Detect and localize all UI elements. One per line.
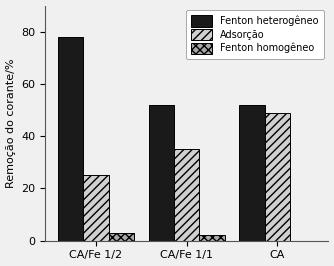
Bar <box>239 105 265 241</box>
Bar <box>174 149 199 241</box>
Bar <box>109 233 134 241</box>
Bar <box>199 235 225 241</box>
Bar <box>265 113 290 241</box>
Bar <box>149 105 174 241</box>
Bar <box>83 175 109 241</box>
Legend: Fenton heterogêneo, Adsorção, Fenton homogêneo: Fenton heterogêneo, Adsorção, Fenton hom… <box>186 10 324 59</box>
Bar <box>58 37 83 241</box>
Y-axis label: Remoção do corante/%: Remoção do corante/% <box>6 59 16 188</box>
